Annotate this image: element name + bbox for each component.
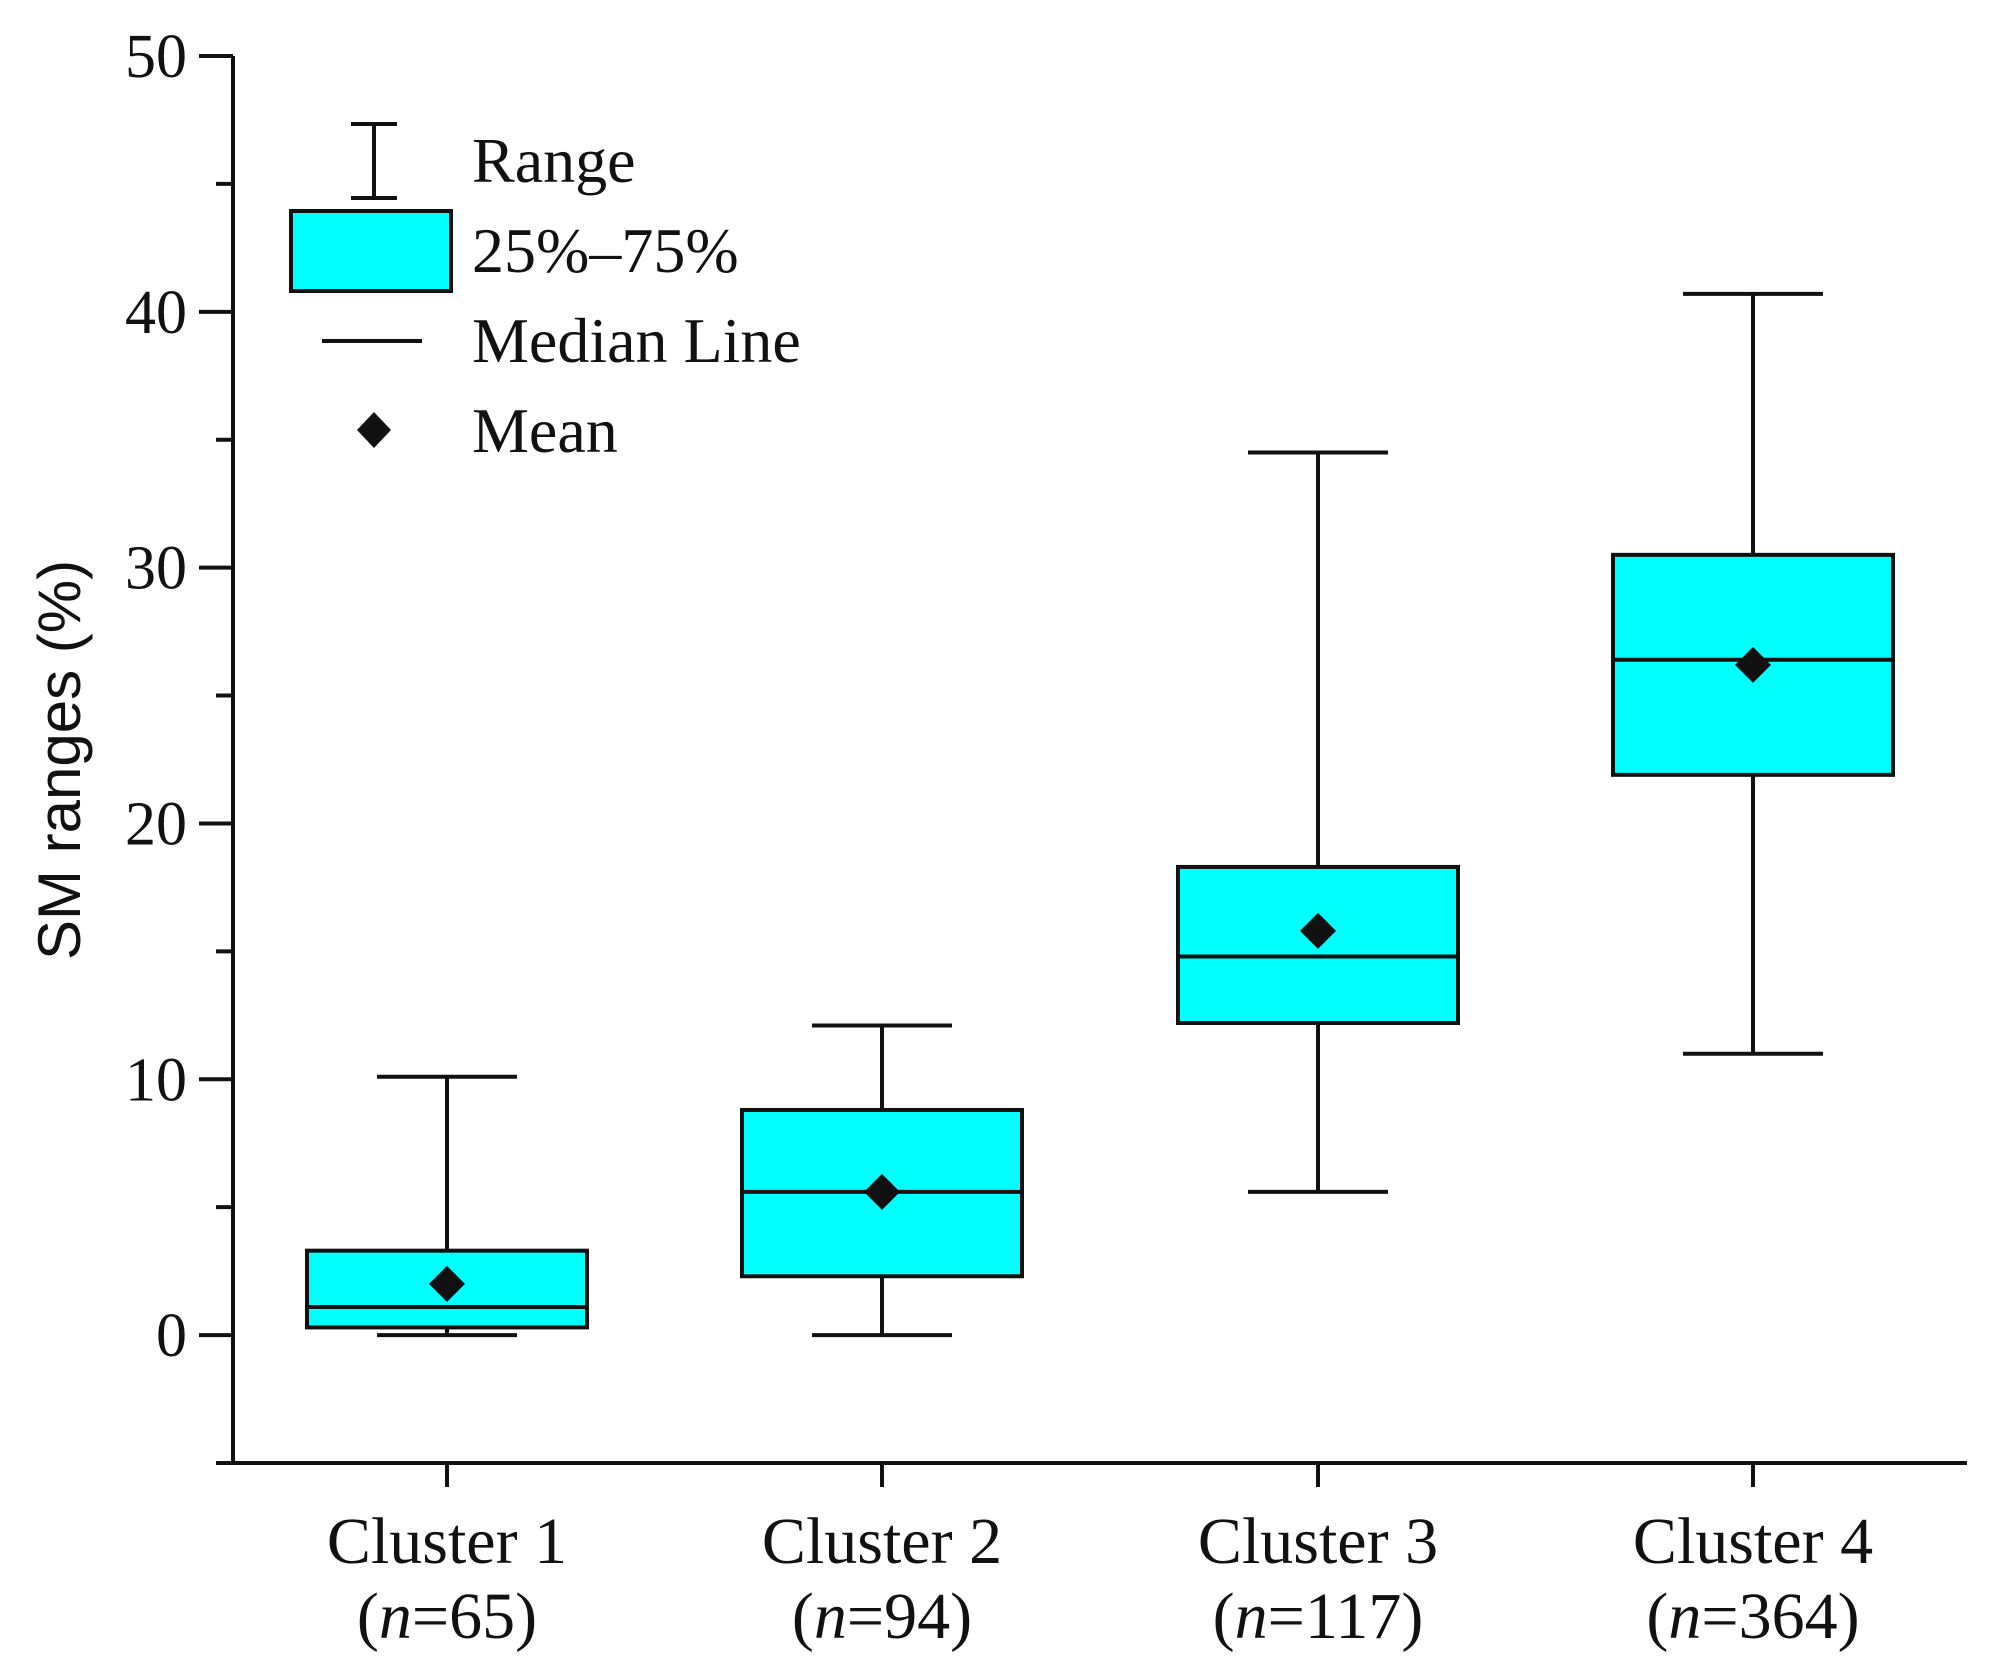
y-tick-label: 40 <box>125 279 187 347</box>
y-tick-label: 50 <box>125 23 187 91</box>
y-tick-label: 0 <box>156 1302 187 1370</box>
category-count-label: (n=364) <box>1646 1580 1859 1653</box>
legend-box-symbol <box>289 209 453 293</box>
mean-marker <box>429 1265 465 1302</box>
category-count-label: (n=94) <box>792 1580 972 1653</box>
legend-mean-symbol <box>357 412 391 448</box>
box-cluster-4 <box>1611 291 1895 1056</box>
y-tick-label: 10 <box>125 1046 187 1114</box>
box-cluster-1 <box>305 1074 589 1338</box>
mean-marker <box>864 1173 900 1210</box>
legend-mean-label: Mean <box>472 395 618 466</box>
mean-marker <box>1735 646 1771 683</box>
boxes <box>305 291 1895 1338</box>
box-cluster-2 <box>740 1023 1024 1338</box>
category-label: Cluster 4 <box>1633 1505 1873 1578</box>
axes <box>231 56 1967 1465</box>
legend: Range 25%–75% Median Line Mean <box>289 122 801 466</box>
category-count-label: (n=65) <box>357 1580 537 1653</box>
mean-marker <box>1300 912 1336 949</box>
y-tick-label: 20 <box>125 790 187 858</box>
legend-range-symbol <box>351 122 397 200</box>
category-label: Cluster 1 <box>327 1505 567 1578</box>
y-axis-label: SM ranges (%) <box>26 560 93 960</box>
category-label: Cluster 3 <box>1198 1505 1438 1578</box>
category-count-label: (n=117) <box>1213 1580 1424 1653</box>
legend-range-label: Range <box>472 125 636 196</box>
category-labels: Cluster 1(n=65)Cluster 2(n=94)Cluster 3(… <box>327 1505 1873 1653</box>
category-label: Cluster 2 <box>762 1505 1002 1578</box>
box-cluster-3 <box>1176 450 1460 1194</box>
legend-median-label: Median Line <box>472 305 801 376</box>
y-tick-label: 30 <box>125 535 187 603</box>
x-ticks <box>445 1463 1755 1487</box>
legend-box-label: 25%–75% <box>472 215 739 286</box>
y-ticks: 0 10 20 30 40 50 <box>125 23 233 1465</box>
